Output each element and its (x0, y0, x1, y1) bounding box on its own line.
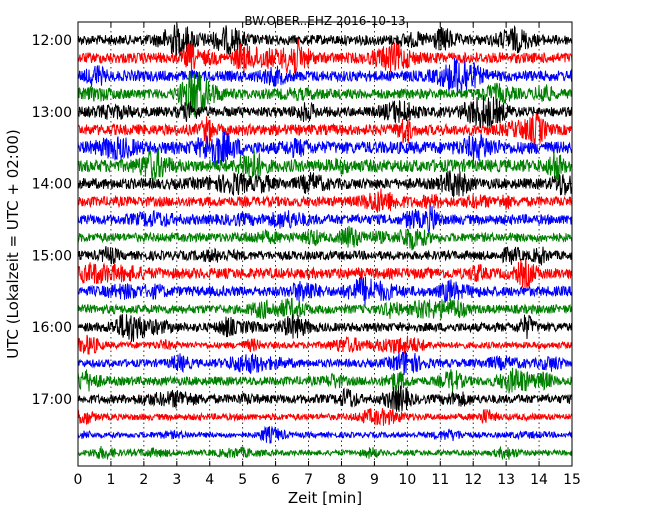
trace-1445 (77, 225, 573, 251)
axis-ticks (77, 22, 573, 466)
y-tick-labels: 12:00 13:00 14:00 15:00 16:00 17:00 (32, 33, 72, 408)
trace-1200 (77, 23, 573, 57)
x-tick-label: 14 (530, 472, 548, 488)
x-tick-label: 4 (205, 472, 214, 488)
trace-1645 (77, 367, 573, 394)
x-tick-label: 9 (370, 472, 379, 488)
x-tick-label: 15 (563, 472, 581, 488)
x-tick-label: 12 (464, 472, 482, 488)
trace-1245 (77, 71, 573, 118)
y-tick-label: 13:00 (32, 105, 72, 121)
y-axis-label: UTC (Lokalzeit = UTC + 02:00) (4, 129, 22, 359)
trace-1545 (77, 297, 573, 321)
x-tick-label: 2 (139, 472, 148, 488)
trace-1400 (77, 170, 573, 199)
y-tick-label: 17:00 (32, 392, 72, 408)
x-tick-label: 0 (74, 472, 83, 488)
trace-1315 (77, 113, 572, 146)
trace-1615 (77, 334, 573, 355)
trace-1430 (77, 205, 573, 234)
plot-frame (77, 21, 573, 467)
y-tick-label: 16:00 (32, 320, 72, 336)
y-tick-label: 14:00 (32, 177, 72, 193)
trace-1345 (77, 149, 573, 181)
trace-1300 (77, 95, 573, 129)
x-tick-label: 10 (398, 472, 416, 488)
chart-title: BW.OBER..EHZ 2016-10-13 (244, 14, 405, 28)
x-tick-label: 8 (337, 472, 346, 488)
x-tick-label: 5 (238, 472, 247, 488)
trace-1745 (77, 445, 573, 461)
grid-lines (110, 22, 540, 466)
trace-1215 (77, 37, 573, 76)
trace-1330 (77, 131, 573, 166)
seismic-traces (77, 23, 573, 461)
x-tick-label: 11 (431, 472, 449, 488)
trace-1715 (77, 408, 572, 426)
trace-1700 (77, 385, 573, 412)
trace-1530 (77, 276, 573, 306)
y-tick-label: 12:00 (32, 33, 72, 49)
trace-1600 (77, 314, 573, 342)
trace-1415 (77, 188, 573, 213)
x-tick-label: 1 (106, 472, 115, 488)
trace-1500 (77, 246, 573, 266)
trace-1230 (77, 57, 573, 97)
x-tick-label: 13 (497, 472, 515, 488)
x-tick-labels: 0 1 2 3 4 5 6 7 8 9 10 11 12 13 14 15 (74, 472, 581, 488)
x-axis-label: Zeit [min] (288, 489, 362, 507)
trace-1630 (77, 350, 573, 375)
x-tick-label: 7 (304, 472, 313, 488)
x-tick-label: 6 (271, 472, 280, 488)
y-tick-label: 15:00 (32, 248, 72, 264)
trace-1730 (77, 425, 573, 444)
x-tick-label: 3 (172, 472, 181, 488)
trace-1515 (77, 258, 573, 290)
